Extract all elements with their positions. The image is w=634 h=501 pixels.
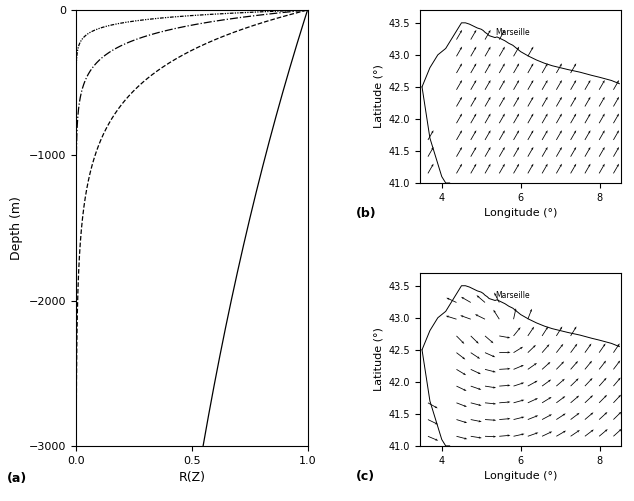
Text: (b): (b) xyxy=(356,207,376,220)
Y-axis label: Latitude (°): Latitude (°) xyxy=(373,65,383,128)
Text: (a): (a) xyxy=(6,472,27,485)
Y-axis label: Latitude (°): Latitude (°) xyxy=(373,328,383,391)
Text: Marseille: Marseille xyxy=(495,291,529,300)
Y-axis label: Depth (m): Depth (m) xyxy=(10,196,23,260)
X-axis label: Longitude (°): Longitude (°) xyxy=(484,471,557,481)
X-axis label: Longitude (°): Longitude (°) xyxy=(484,208,557,218)
X-axis label: R(Z): R(Z) xyxy=(178,471,205,484)
Text: (c): (c) xyxy=(356,470,375,483)
Text: Marseille: Marseille xyxy=(495,28,529,37)
